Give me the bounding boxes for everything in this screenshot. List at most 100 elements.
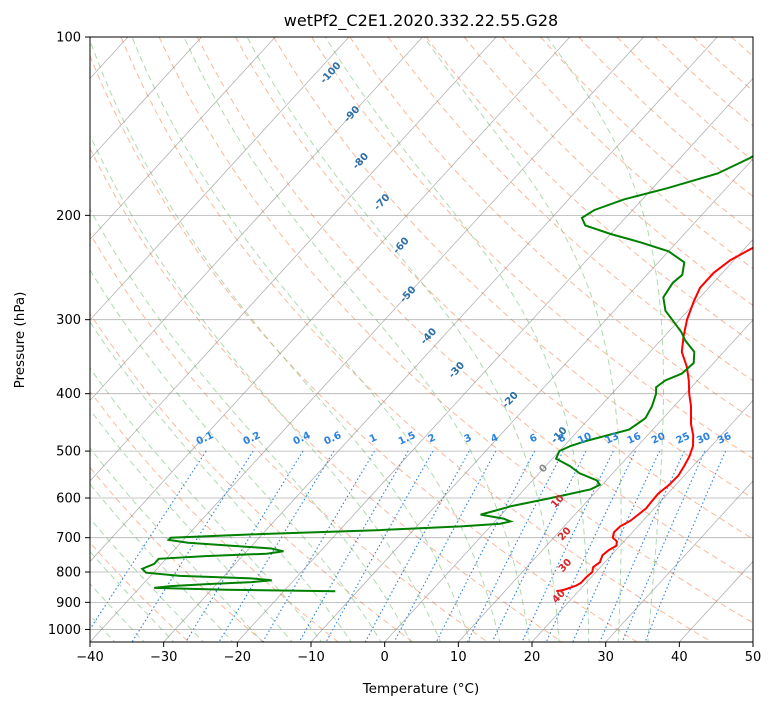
moist-adiabat	[183, 37, 530, 642]
y-tick-label: 100	[56, 31, 81, 46]
x-tick-label: 10	[450, 650, 467, 665]
mixing-ratio-label: 1	[368, 432, 379, 445]
dewpoint-profile	[140, 154, 753, 593]
mixing-ratio-label: 13	[604, 431, 621, 447]
moist-adiabat	[90, 321, 352, 642]
y-tick-label: 300	[56, 313, 81, 328]
isotherm-line	[90, 37, 202, 160]
dry-adiabat	[654, 37, 753, 127]
temperature-profile	[556, 246, 753, 593]
mixing-ratio-line	[435, 450, 536, 642]
y-tick-label: 600	[56, 492, 81, 507]
mixing-ratio-line	[491, 450, 587, 642]
mixing-ratio-line	[298, 450, 409, 642]
dry-adiabat	[273, 37, 753, 499]
moist-adiabat	[90, 268, 382, 642]
mixing-ratio-label: 25	[675, 431, 692, 447]
moist-adiabat	[90, 483, 234, 642]
dry-adiabat	[90, 54, 638, 642]
dry-adiabat	[387, 37, 753, 382]
isotherm-line	[458, 319, 753, 642]
isotherm-line	[90, 37, 276, 241]
isotherm-line	[605, 480, 753, 642]
mixing-ratio-line	[262, 450, 375, 642]
moist-adiabat	[90, 367, 323, 642]
dry-adiabat	[90, 312, 414, 642]
isotherm-line	[90, 37, 571, 563]
x-tick-label: 30	[597, 650, 614, 665]
mixing-ratio-line	[621, 450, 706, 642]
x-tick-label: −30	[150, 650, 177, 665]
dry-adiabat	[158, 37, 753, 624]
isotherm-line	[90, 37, 350, 321]
chart-title: wetPf2_C2E1.2020.332.22.55.G28	[284, 11, 558, 31]
dry-adiabat	[349, 37, 753, 420]
mixing-ratio-line	[572, 450, 661, 642]
moist-adiabat	[90, 408, 293, 642]
isotherm-line	[531, 399, 753, 642]
dry-adiabat	[311, 37, 753, 460]
y-tick-label: 400	[56, 387, 81, 402]
isobar-grid	[90, 37, 753, 630]
x-tick-label: 40	[671, 650, 688, 665]
plot-area: 0.1 0.2 0.4 0.6 1 1.5 2 3 4 6 8 10 13 16 20 25 30 36-100-…	[90, 37, 753, 642]
mixing-ratio-label: 0.1	[195, 430, 216, 447]
mixing-ratio-line	[131, 450, 254, 642]
isotherm-line	[384, 238, 753, 642]
isotherm-line	[163, 37, 718, 642]
x-tick-label: −20	[224, 650, 251, 665]
dry-adiabat	[578, 37, 753, 198]
moist-adiabat	[246, 37, 560, 642]
mixing-ratio-label: 20	[650, 431, 667, 447]
y-axis-ticks: 100 200 300 400 500 600 700 800 900 1000	[48, 31, 90, 638]
plot-frame	[89, 36, 754, 643]
moist-adiabat	[131, 37, 501, 642]
moist-adiabat-label: -30	[447, 360, 467, 381]
y-tick-label: 900	[56, 596, 81, 611]
isotherm-line	[679, 560, 753, 642]
moist-adiabat	[90, 583, 146, 642]
moist-adiabat	[90, 447, 264, 642]
mixing-ratio-line	[466, 450, 564, 642]
moist-adiabat-label: -100	[319, 60, 344, 86]
isotherm-line	[90, 37, 497, 482]
mixing-ratio-line	[325, 450, 434, 642]
y-tick-label: 500	[56, 445, 81, 460]
moist-adiabat-label: -60	[391, 236, 411, 257]
isotherm-line	[752, 641, 753, 642]
y-tick-label: 200	[56, 209, 81, 224]
mixing-ratio-line	[364, 450, 470, 642]
dry-adiabat	[425, 37, 753, 344]
mixing-ratio-lines	[90, 450, 727, 642]
x-tick-label: 0	[381, 650, 389, 665]
moist-adiabat-label: -20	[501, 390, 521, 411]
y-tick-label: 1000	[48, 623, 81, 638]
isotherm-line	[237, 77, 753, 642]
y-tick-label: 700	[56, 531, 81, 546]
moist-adiabat	[90, 208, 412, 642]
moist-adiabat	[90, 550, 175, 642]
moist-adiabat	[423, 37, 622, 642]
line-labels: 0.1 0.2 0.4 0.6 1 1.5 2 3 4 6 8 10 13 16 20 25 30 36-100-…	[195, 60, 733, 605]
x-axis-ticks: −40 −30 −20 −10 0 10 20 30 40 50	[76, 642, 761, 665]
x-tick-label: −40	[76, 650, 103, 665]
mixing-ratio-label: 1.5	[397, 430, 418, 447]
x-tick-label: 20	[524, 650, 541, 665]
mixing-ratio-label: 10	[576, 431, 593, 447]
dry-adiabat	[90, 466, 265, 642]
dry-adiabat-label: 20	[556, 525, 574, 543]
mixing-ratio-line	[545, 450, 636, 642]
moist-adiabat-label: -70	[372, 192, 392, 213]
x-tick-label: 50	[745, 650, 762, 665]
y-axis-label: Pressure (hPa)	[12, 292, 28, 389]
mixing-ratio-line	[90, 450, 207, 631]
mixing-ratio-line	[644, 450, 727, 642]
mixing-ratio-label: 30	[695, 431, 712, 447]
mixing-ratio-line	[599, 450, 685, 642]
dry-adiabat-label: 40	[550, 588, 568, 606]
moist-adiabat	[90, 517, 205, 642]
y-tick-label: 800	[56, 566, 81, 581]
dry-adiabat	[234, 37, 753, 540]
dry-adiabat	[540, 37, 753, 233]
